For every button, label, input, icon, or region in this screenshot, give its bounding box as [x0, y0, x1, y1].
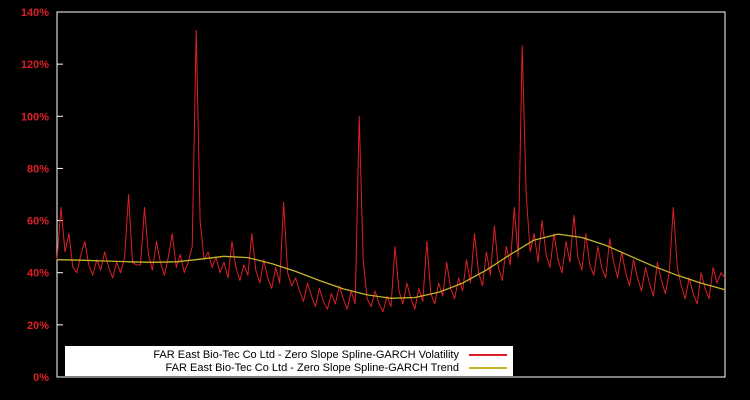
trend-line-sample-icon: [469, 366, 507, 369]
trend-line: [56, 233, 726, 299]
y-axis-tick-label: 80%: [27, 163, 49, 175]
legend: FAR East Bio-Tec Co Ltd - Zero Slope Spl…: [65, 346, 513, 376]
legend-row-volatility: FAR East Bio-Tec Co Ltd - Zero Slope Spl…: [69, 348, 507, 361]
volatility-line: [56, 29, 726, 313]
legend-label-trend: FAR East Bio-Tec Co Ltd - Zero Slope Spl…: [165, 361, 459, 374]
volatility-line-sample-icon: [469, 353, 507, 356]
y-axis-tick-label: 120%: [21, 59, 49, 71]
y-axis-tick-label: 40%: [27, 268, 49, 280]
plot-border: [56, 11, 726, 378]
y-axis-tick-label: 140%: [21, 7, 49, 19]
y-axis-tick-label: 20%: [27, 320, 49, 332]
y-axis-tick-label: 60%: [27, 216, 49, 228]
y-axis-tick-label: 0%: [33, 372, 49, 384]
y-axis-tick-label: 100%: [21, 111, 49, 123]
legend-label-volatility: FAR East Bio-Tec Co Ltd - Zero Slope Spl…: [153, 348, 459, 361]
legend-row-trend: FAR East Bio-Tec Co Ltd - Zero Slope Spl…: [69, 361, 507, 374]
